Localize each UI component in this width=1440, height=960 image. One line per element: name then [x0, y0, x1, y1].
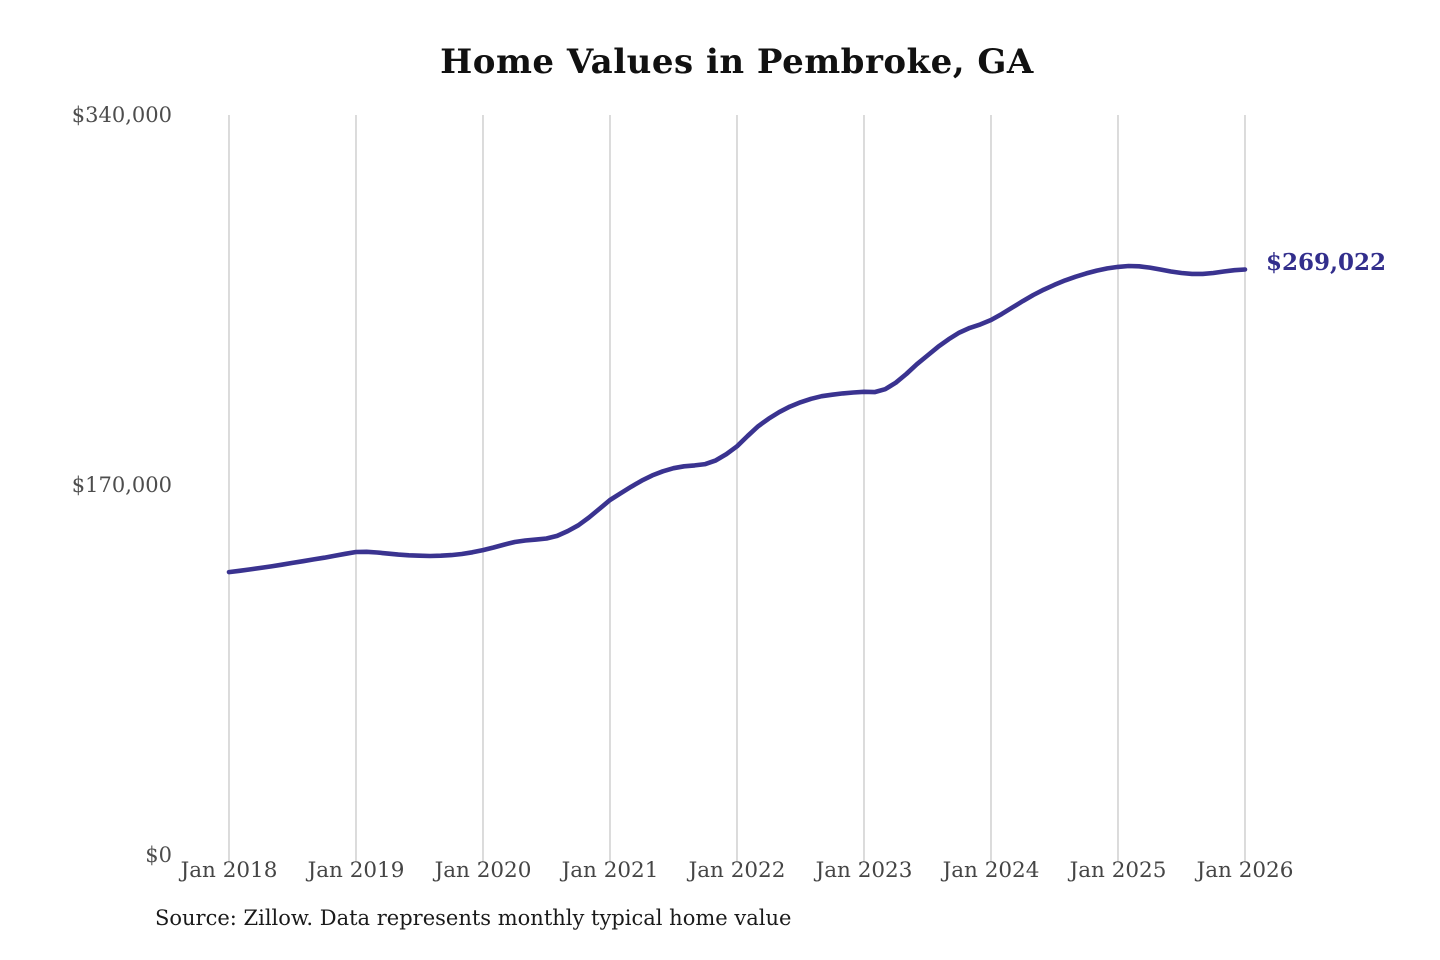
x-tick-jan-2023: Jan 2023 [815, 858, 913, 883]
vertical-gridlines [228, 115, 1246, 862]
chart-title: Home Values in Pembroke, GA [440, 42, 1034, 82]
x-tick-jan-2024: Jan 2024 [942, 858, 1040, 883]
x-tick-jan-2026: Jan 2026 [1196, 858, 1294, 883]
x-tick-jan-2020: Jan 2020 [434, 858, 532, 883]
x-tick-jan-2022: Jan 2022 [688, 858, 786, 883]
source-attribution: Source: Zillow. Data represents monthly … [155, 906, 792, 930]
x-tick-jan-2018: Jan 2018 [180, 858, 278, 883]
x-tick-jan-2021: Jan 2021 [561, 858, 659, 883]
y-tick-340000: $340,000 [71, 103, 172, 127]
y-tick-170000: $170,000 [71, 473, 172, 497]
x-tick-jan-2019: Jan 2019 [307, 858, 405, 883]
x-tick-jan-2025: Jan 2025 [1069, 858, 1167, 883]
latest-value-label: $269,022 [1266, 249, 1387, 276]
home-value-series-line [226, 263, 1248, 575]
y-tick-0: $0 [145, 843, 172, 867]
